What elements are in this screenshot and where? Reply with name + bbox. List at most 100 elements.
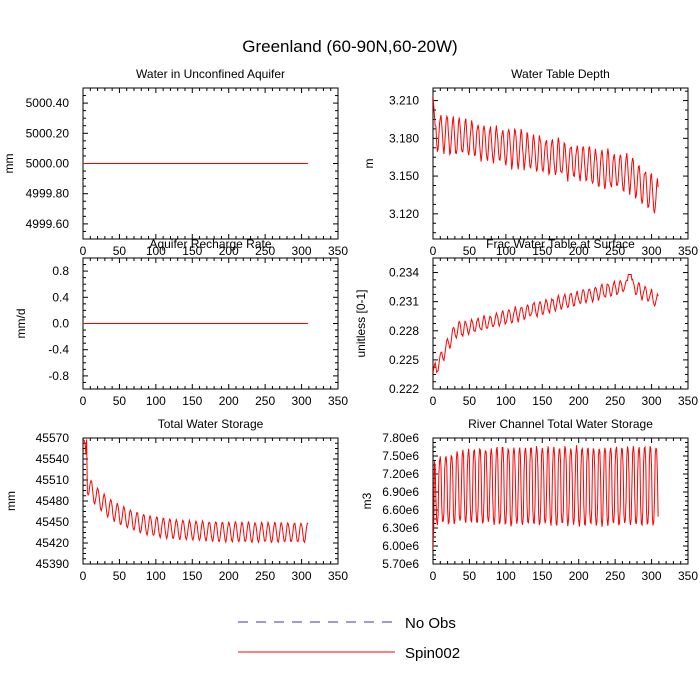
plot-frame (82, 437, 339, 565)
y-tick-label: 0.222 (389, 382, 419, 396)
x-tick-label: 350 (328, 569, 348, 583)
x-tick-label: 100 (496, 244, 516, 258)
x-tick-label: 200 (569, 244, 589, 258)
series-line-spin002 (433, 445, 659, 550)
y-tick-label: 7.80e6 (382, 431, 419, 445)
x-tick-label: 250 (605, 569, 625, 583)
x-tick-label: 350 (678, 569, 698, 583)
series-line-spin002 (433, 274, 659, 375)
y-axis-label: unitless [0-1] (354, 289, 368, 357)
y-axis-label: mm (4, 491, 18, 511)
x-tick-label: 150 (532, 394, 552, 408)
x-tick-label: 300 (292, 394, 312, 408)
y-tick-label: 45420 (36, 536, 70, 550)
x-tick-label: 150 (182, 394, 202, 408)
y-tick-label: -0.4 (48, 343, 69, 357)
x-tick-label: 200 (219, 394, 239, 408)
panel-5: Total Water Storage mm 0 50 100 150 200 250 300 3… (4, 417, 348, 583)
y-axis-label: mm (2, 154, 16, 174)
y-tick-label: 5.70e6 (382, 557, 419, 571)
y-axis-label: m3 (360, 492, 374, 509)
figure-title: Greenland (60-90N,60-20W) (242, 37, 457, 56)
x-tick-label: 100 (496, 394, 516, 408)
y-tick-label: 0.8 (52, 264, 69, 278)
y-tick-label: 0.0 (52, 317, 69, 331)
y-axis-label: m (362, 159, 376, 169)
y-tick-label: 45480 (36, 494, 70, 508)
y-tick-label: 3.180 (389, 131, 419, 145)
y-tick-label: 3.210 (389, 94, 419, 108)
y-tick-label: 5000.40 (26, 96, 70, 110)
series-line-spin002 (83, 439, 309, 544)
y-tick-label: 4999.60 (26, 217, 70, 231)
x-tick-label: 50 (113, 394, 127, 408)
x-tick-label: 300 (642, 244, 662, 258)
y-tick-label: 3.120 (389, 207, 419, 221)
x-tick-label: 200 (219, 569, 239, 583)
x-tick-label: 100 (146, 244, 166, 258)
x-tick-label: 150 (182, 244, 202, 258)
plot-frame (432, 257, 689, 390)
x-tick-label: 0 (430, 394, 437, 408)
y-tick-label: 45540 (36, 452, 70, 466)
y-tick-label: 6.30e6 (382, 521, 419, 535)
series-line-spin002 (433, 95, 659, 214)
panels: Water in Unconfined Aquifer mm 0 50 100 150 20… (2, 67, 698, 583)
x-tick-label: 50 (113, 244, 127, 258)
panel-title: Frac Water Table at Surface (486, 237, 635, 251)
x-tick-label: 200 (569, 569, 589, 583)
y-tick-label: 6.00e6 (382, 539, 419, 553)
x-tick-label: 50 (113, 569, 127, 583)
legend: No Obs Spin002 (238, 615, 460, 662)
y-tick-label: 45390 (36, 557, 70, 571)
y-tick-label: 45450 (36, 515, 70, 529)
x-tick-label: 50 (463, 569, 477, 583)
panel-1: Water in Unconfined Aquifer mm 0 50 100 150 20… (2, 67, 348, 258)
x-tick-label: 100 (146, 394, 166, 408)
y-tick-label: 45570 (36, 431, 70, 445)
x-tick-label: 250 (255, 569, 275, 583)
panel-title: Total Water Storage (158, 417, 264, 431)
x-tick-label: 300 (642, 394, 662, 408)
x-tick-label: 350 (678, 244, 698, 258)
x-tick-label: 150 (182, 569, 202, 583)
panel-title: River Channel Total Water Storage (468, 417, 653, 431)
panel-title: Water in Unconfined Aquifer (136, 67, 285, 81)
panel-2: Water Table Depth m 0 50 100 150 200 250 300 350 3… (362, 67, 698, 258)
y-tick-label: 0.234 (389, 266, 419, 280)
y-tick-label: 5000.20 (26, 126, 70, 140)
x-tick-label: 300 (642, 569, 662, 583)
x-tick-label: 150 (532, 244, 552, 258)
y-tick-label: 7.50e6 (382, 449, 419, 463)
panel-title: Aquifer Recharge Rate (149, 237, 271, 251)
x-tick-label: 350 (678, 394, 698, 408)
x-tick-label: 350 (328, 244, 348, 258)
y-tick-label: 7.20e6 (382, 467, 419, 481)
x-tick-label: 50 (463, 394, 477, 408)
y-axis-label: mm/d (14, 309, 28, 339)
y-tick-label: 6.60e6 (382, 503, 419, 517)
panel-title: Water Table Depth (511, 67, 610, 81)
y-tick-label: 0.225 (389, 353, 419, 367)
x-tick-label: 300 (292, 569, 312, 583)
panel-6: River Channel Total Water Storage m3 0 50 10… (360, 417, 698, 583)
y-tick-label: 0.231 (389, 295, 419, 309)
legend-entry-no-obs: No Obs (238, 615, 456, 632)
x-tick-label: 250 (605, 394, 625, 408)
y-tick-label: 5000.00 (26, 157, 70, 171)
y-tick-label: 6.90e6 (382, 485, 419, 499)
x-tick-label: 200 (569, 394, 589, 408)
y-tick-label: 45510 (36, 473, 70, 487)
x-tick-label: 250 (255, 394, 275, 408)
x-tick-label: 200 (219, 244, 239, 258)
x-tick-label: 0 (80, 394, 87, 408)
x-tick-label: 50 (463, 244, 477, 258)
x-tick-label: 150 (532, 569, 552, 583)
y-tick-label: 0.4 (52, 290, 69, 304)
x-tick-label: 0 (80, 244, 87, 258)
y-tick-label: -0.8 (48, 369, 69, 383)
x-tick-label: 300 (292, 244, 312, 258)
x-tick-label: 0 (430, 244, 437, 258)
x-tick-label: 250 (255, 244, 275, 258)
